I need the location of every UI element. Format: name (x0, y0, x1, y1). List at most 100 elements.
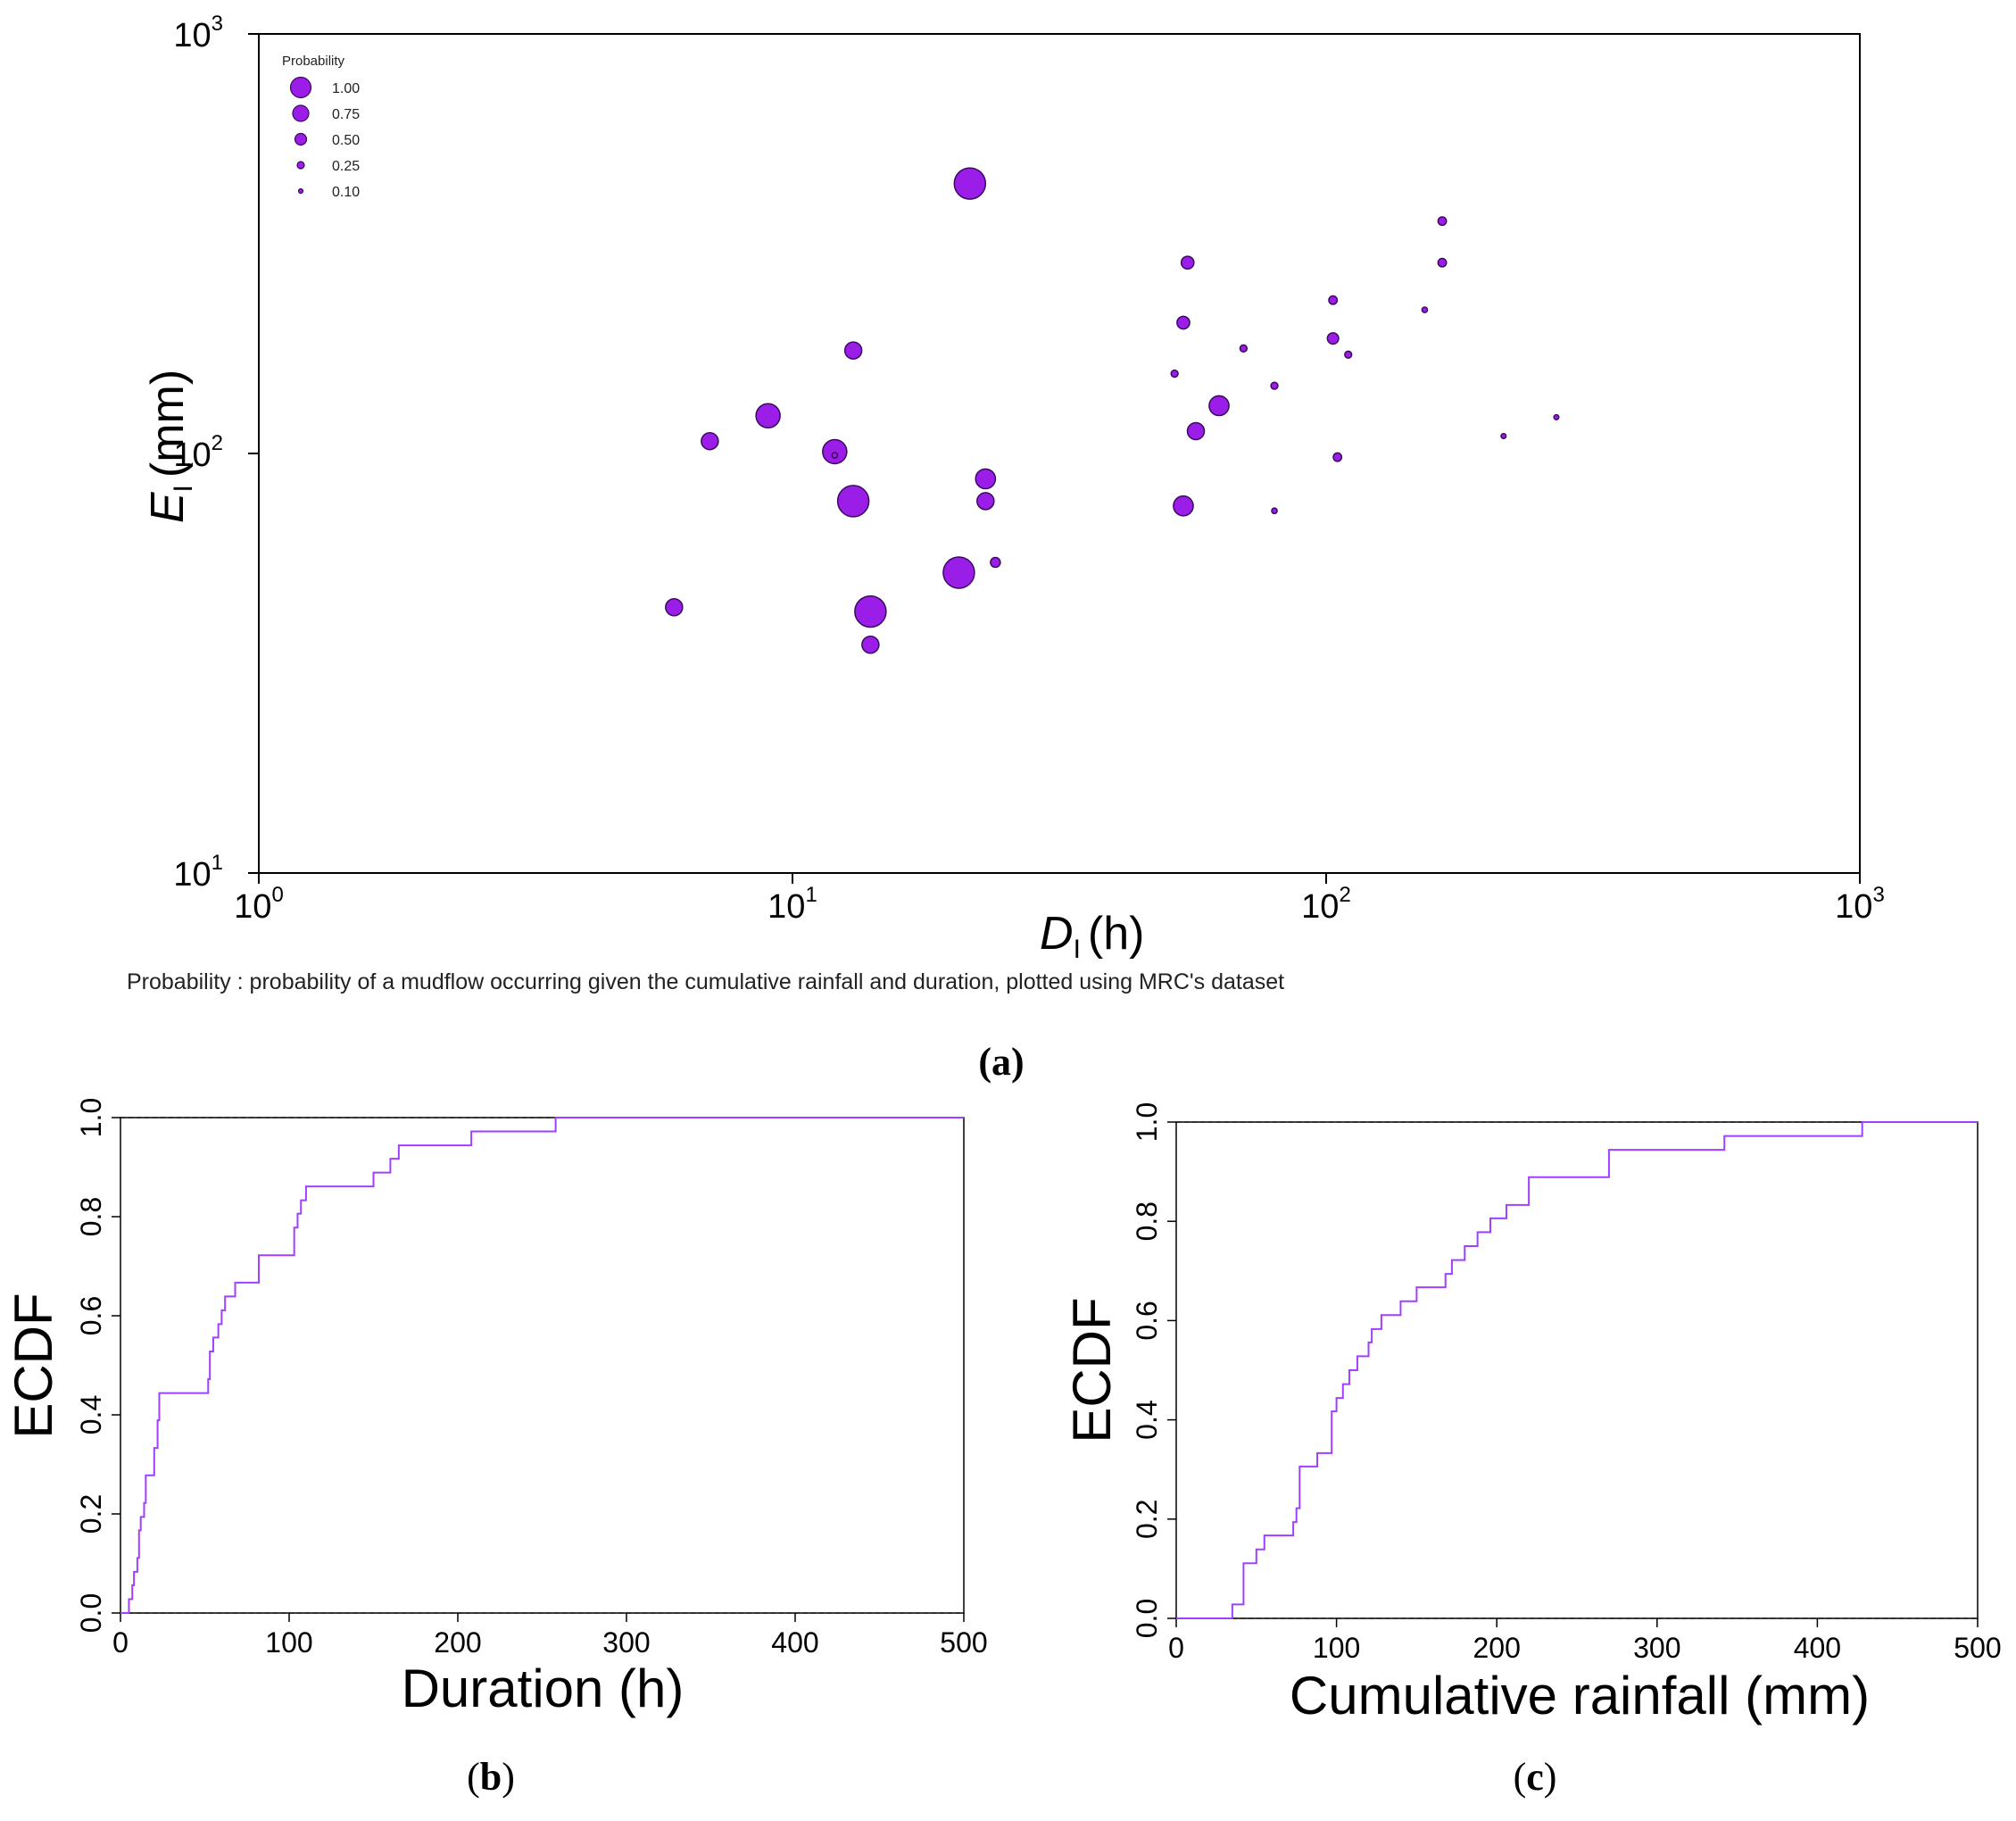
scatter-point (1239, 344, 1249, 353)
scatter-point (953, 167, 987, 200)
x-ticks-c: 0 100 200 300 400 500 (1168, 1618, 2002, 1664)
scatter-point (1180, 255, 1195, 270)
y-ticks-c: 0.0 0.2 0.4 0.6 0.8 1.0 (1131, 1102, 1176, 1638)
scatter-point (1208, 395, 1230, 417)
scatter-point (701, 431, 719, 451)
x-tick-label-exponent: 2 (1339, 883, 1350, 907)
chart-c: 0 100 200 300 400 500 0.0 0.2 0.4 0.6 0.8 1.0 Cumu… (1062, 1102, 2002, 1725)
scatter-point (1170, 369, 1179, 378)
scatter-point (976, 492, 995, 511)
scatter-point (942, 556, 975, 589)
x-axis-label-b: Duration (h) (402, 1659, 684, 1718)
y-tick-label-base: 10 (173, 856, 211, 894)
legend-label: 0.50 (332, 133, 360, 148)
x-tick-label-base: 10 (234, 888, 271, 926)
scatter-point (1270, 381, 1279, 390)
scatter-point (1173, 495, 1194, 517)
x-tick-label: 400 (1794, 1632, 1841, 1664)
y-tick-label-base: 10 (173, 437, 211, 474)
x-tick-label: 300 (1633, 1632, 1680, 1664)
x-ticks-b: 0 100 200 300 400 500 (112, 1613, 988, 1659)
scatter-point (1176, 315, 1191, 330)
scatter-point (831, 452, 839, 459)
plot-frame-a (258, 33, 1861, 874)
x-tick-label-base: 10 (1835, 888, 1872, 926)
y-tick-label: 0.4 (75, 1395, 107, 1434)
legend-title: Probability (282, 54, 345, 69)
legend-label: 0.10 (332, 185, 360, 200)
x-tick-label-exponent: 0 (271, 883, 283, 907)
x-tick-label: 0 (1168, 1632, 1184, 1664)
x-axis-label-unit: (h) (1088, 908, 1145, 960)
y-axis-label-a: EI (mm) (142, 370, 198, 523)
chart-b: 0 100 200 300 400 500 0.0 0.2 0.4 0.6 0.8 1.0 Dura… (4, 1098, 988, 1718)
y-tick-label: 0.0 (1131, 1599, 1163, 1638)
y-tick-label-exponent: 3 (212, 12, 223, 36)
y-tick-label: 1.0 (75, 1098, 107, 1137)
x-tick-label-exponent: 1 (805, 883, 817, 907)
caption-b: (b) (467, 1755, 515, 1799)
y-tick-label: 0.8 (75, 1197, 107, 1236)
y-tick-label: 0.6 (1131, 1301, 1163, 1340)
legend-marker (297, 187, 304, 195)
x-axis-label-subscript: I (1074, 935, 1081, 964)
x-tick-label: 500 (1954, 1632, 2001, 1664)
scatter-point (755, 403, 781, 428)
y-tick-label: 0.8 (1131, 1202, 1163, 1241)
scatter-point (822, 438, 848, 465)
x-tick-label-exponent: 3 (1872, 883, 1884, 907)
legend-label: 0.75 (332, 107, 360, 122)
svg-text:EI(mm): EI (mm) (142, 370, 198, 523)
y-tick-label: 0.2 (75, 1494, 107, 1534)
scatter-points-a (665, 167, 1560, 654)
scatter-point (836, 485, 870, 518)
legend-marker (296, 161, 305, 170)
scatter-point (854, 595, 887, 628)
scatter-point (665, 598, 684, 617)
legend-label: 1.00 (332, 81, 360, 96)
y-axis-label-main: E (142, 491, 194, 523)
scatter-point (1553, 413, 1560, 420)
x-axis-label-main: D (1040, 908, 1074, 960)
x-tick-label: 200 (434, 1626, 481, 1659)
y-axis-label-c: ECDF (1062, 1297, 1122, 1443)
x-tick-label: 0 (112, 1626, 129, 1659)
ecdf-line-c (1176, 1121, 1978, 1619)
y-axis-label-unit: (mm) (142, 370, 194, 478)
y-tick-label-exponent: 1 (212, 851, 223, 875)
x-ticks-a: 100 101 102 103 (234, 873, 1885, 926)
y-tick-label-a: 101 (173, 851, 223, 894)
scatter-point (1328, 295, 1339, 305)
x-tick-label-base: 10 (1301, 888, 1339, 926)
y-tick-label-base: 10 (173, 17, 211, 54)
x-tick-label-a: 103 (1835, 883, 1885, 926)
scatter-point (990, 556, 1001, 569)
scatter-point (1186, 421, 1206, 441)
legend-a: Probability 1.00 0.75 0.50 0.25 0.10 (282, 54, 360, 200)
legend-marker (289, 76, 312, 99)
reference-lines-c (1176, 1121, 1978, 1619)
y-tick-label: 0.6 (75, 1296, 107, 1335)
legend-label: 0.25 (332, 159, 360, 174)
figure-note-a: Probability : probability of a mudflow o… (127, 969, 1284, 994)
scatter-point (1271, 507, 1278, 515)
scatter-point (861, 636, 880, 654)
y-tick-label-a: 102 (173, 431, 223, 474)
x-tick-label: 200 (1473, 1632, 1521, 1664)
scatter-point (1326, 332, 1340, 345)
scatter-point (1344, 350, 1353, 359)
scatter-point (1437, 257, 1448, 268)
x-tick-label-a: 101 (767, 883, 817, 926)
x-tick-label-a: 100 (234, 883, 284, 926)
y-tick-label-a: 103 (173, 12, 223, 54)
y-tick-label-exponent: 2 (212, 431, 223, 455)
y-tick-label: 0.4 (1131, 1400, 1163, 1439)
y-tick-label: 1.0 (1131, 1102, 1163, 1142)
x-axis-label-a: DI (h) (1040, 908, 1144, 964)
scatter-point (843, 341, 863, 360)
caption-a: (a) (978, 1040, 1024, 1084)
caption-c: (c) (1514, 1755, 1557, 1799)
scatter-point (1421, 306, 1429, 313)
